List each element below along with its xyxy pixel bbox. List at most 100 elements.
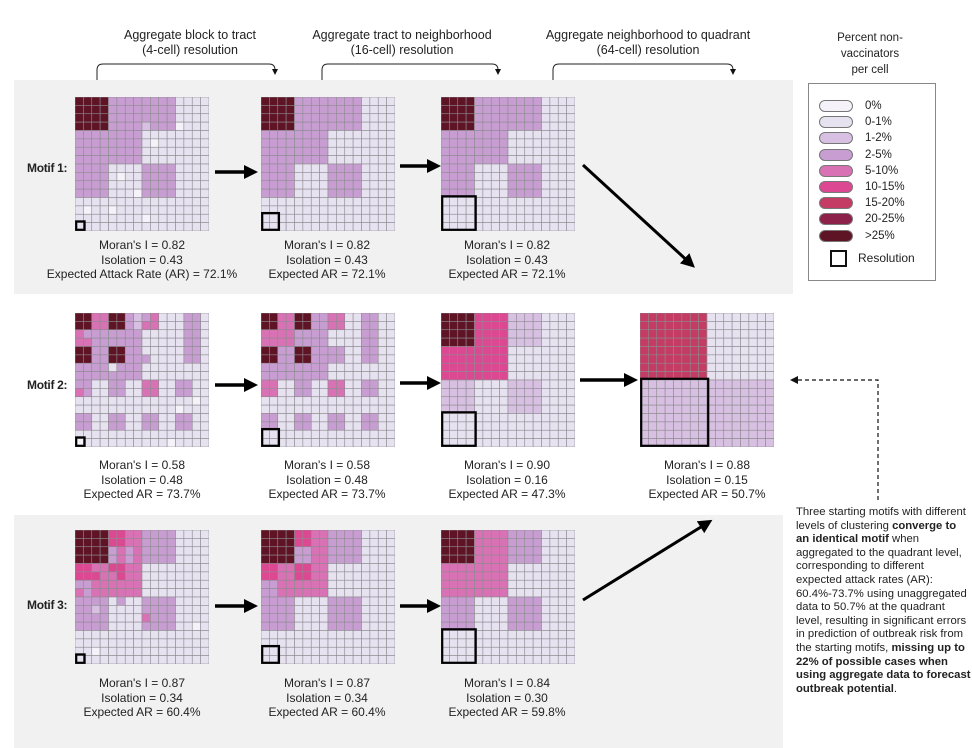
legend-item: 15-20% (819, 196, 905, 210)
legend-label: 1-2% (865, 132, 892, 145)
motif-2-grid-block (74, 312, 210, 448)
motif-1-label: Motif 1: (27, 161, 68, 175)
motif-1-stats-neighborhood: Moran's I = 0.82 Isolation = 0.43 Expected… (397, 238, 617, 282)
legend-item: >25% (819, 229, 895, 243)
legend-title: Percent non-vaccinators per cell (805, 30, 935, 78)
isolation: Isolation = 0.48 (286, 472, 368, 487)
note-bold: converge to an identical motif (796, 519, 957, 546)
header-block-to-tract: Aggregate block to tract (4-cell) resolut… (75, 28, 305, 58)
motif-3-label: Motif 3: (27, 598, 68, 612)
morans-i: Moran's I = 0.82 (463, 238, 550, 252)
header-line: Aggregate tract to neighborhood (312, 28, 492, 42)
expected-ar: Expected AR = 59.8% (448, 705, 566, 719)
motif-2-label: Motif 2: (27, 378, 68, 392)
isolation: Isolation = 0.34 (286, 690, 368, 705)
grid-svg (440, 312, 576, 448)
legend-item: 20-25% (819, 212, 905, 226)
header-line: (4-cell) resolution (142, 43, 238, 57)
header-line: (64-cell) resolution (596, 43, 700, 57)
legend-swatch (819, 213, 853, 226)
motif-1-grid-block (74, 96, 210, 232)
motif-2-stats-block: Moran's I = 0.58 Isolation = 0.48 Expected… (32, 458, 252, 502)
resolution-box (261, 427, 281, 447)
motif-3-stats-tract: Moran's I = 0.87 Isolation = 0.34 Expected… (217, 676, 437, 720)
dashed-arrow (790, 376, 879, 500)
grid-svg (260, 529, 396, 665)
grid-svg (74, 312, 210, 448)
morans-i: Moran's I = 0.90 (463, 458, 550, 472)
expected-ar: Expected AR = 73.7% (83, 487, 201, 501)
morans-i: Moran's I = 0.87 (98, 676, 185, 690)
note-text: Three starting motifs with different lev… (796, 506, 966, 532)
isolation: Isolation = 0.43 (101, 252, 183, 267)
bracket-arrow-neighborhood (321, 63, 501, 80)
isolation: Isolation = 0.16 (466, 472, 548, 487)
motif-3-stats-neighborhood: Moran's I = 0.84 Isolation = 0.30 Expected… (397, 676, 617, 720)
motif-1-grid-neighborhood (440, 96, 576, 232)
grid-svg (260, 312, 396, 448)
resolution-box (441, 411, 477, 447)
header-line: Aggregate neighborhood to quadrant (545, 28, 751, 42)
isolation: Isolation = 0.48 (101, 472, 183, 487)
grid-svg (260, 96, 396, 232)
expected-ar: Expected AR = 60.4% (83, 705, 201, 719)
morans-i: Moran's I = 0.58 (98, 458, 185, 472)
header-tract-to-neighborhood: Aggregate tract to neighborhood (16-cell)… (287, 28, 517, 58)
legend-item: 5-10% (819, 164, 898, 178)
motif-3-grid-block (74, 529, 210, 665)
isolation: Isolation = 0.34 (101, 690, 183, 705)
motif-2-stats-tract: Moran's I = 0.58 Isolation = 0.48 Expected… (217, 458, 437, 502)
legend-item: 2-5% (819, 148, 892, 162)
motif-1-stats-tract: Moran's I = 0.82 Isolation = 0.43 Expected… (217, 238, 437, 282)
legend-item: 1-2% (819, 131, 892, 145)
morans-i: Moran's I = 0.88 (663, 458, 750, 472)
motif-1-stats-block: Moran's I = 0.82 Isolation = 0.43 Expected… (32, 238, 252, 282)
legend-label: 0-1% (865, 116, 892, 129)
morans-i: Moran's I = 0.58 (283, 458, 370, 472)
expected-ar: Expected AR = 72.1% (448, 267, 566, 281)
resolution-box (441, 195, 477, 231)
legend-item: 10-15% (819, 180, 905, 194)
grid-svg (74, 529, 210, 665)
resolution-box (640, 377, 710, 447)
morans-i: Moran's I = 0.82 (98, 238, 185, 252)
legend-swatch (819, 132, 853, 145)
legend-swatch (819, 100, 853, 112)
morans-i: Moran's I = 0.87 (283, 676, 370, 690)
legend-swatch (819, 148, 853, 161)
legend-label: 15-20% (865, 197, 905, 210)
isolation: Isolation = 0.43 (286, 252, 368, 267)
resolution-box (75, 653, 86, 664)
legend-swatch (819, 229, 853, 242)
expected-ar: Expected AR = 60.4% (268, 705, 386, 719)
legend-label: 0% (865, 100, 882, 112)
resolution-box (75, 220, 86, 231)
legend-label: >25% (865, 229, 895, 242)
note-text: . (893, 682, 898, 695)
legend-swatch (819, 181, 853, 193)
legend-label: 2-5% (865, 148, 892, 161)
motif-2-stats-quadrant: Moran's I = 0.88 Isolation = 0.15 Expected… (597, 458, 817, 502)
isolation: Isolation = 0.30 (466, 690, 548, 705)
legend-label: 10-15% (865, 181, 905, 193)
legend-swatch (819, 116, 853, 129)
expected-ar: Expected AR = 47.3% (448, 487, 566, 501)
grid-svg (74, 96, 210, 232)
expected-ar: Expected AR = 73.7% (268, 487, 386, 501)
resolution-box (261, 211, 281, 231)
motif-3-stats-block: Moran's I = 0.87 Isolation = 0.34 Expected… (32, 676, 252, 720)
motif-2-grid-quadrant (639, 312, 775, 448)
expected-ar: Expected Attack Rate (AR) = 72.1% (46, 267, 238, 281)
bracket-arrow-tract (96, 63, 278, 80)
note-bold: missing up to 22% of possible cases when… (796, 641, 971, 695)
motif-1-grid-tract (260, 96, 396, 232)
motif-2-stats-neighborhood: Moran's I = 0.90 Isolation = 0.16 Expected… (397, 458, 617, 502)
morans-i: Moran's I = 0.82 (283, 238, 370, 252)
legend-label: 5-10% (865, 164, 899, 177)
expected-ar: Expected AR = 72.1% (268, 267, 386, 281)
motif-2-grid-neighborhood (440, 312, 576, 448)
grid-svg (440, 529, 576, 665)
header-line: (16-cell) resolution (350, 43, 454, 57)
resolution-box (261, 644, 281, 664)
